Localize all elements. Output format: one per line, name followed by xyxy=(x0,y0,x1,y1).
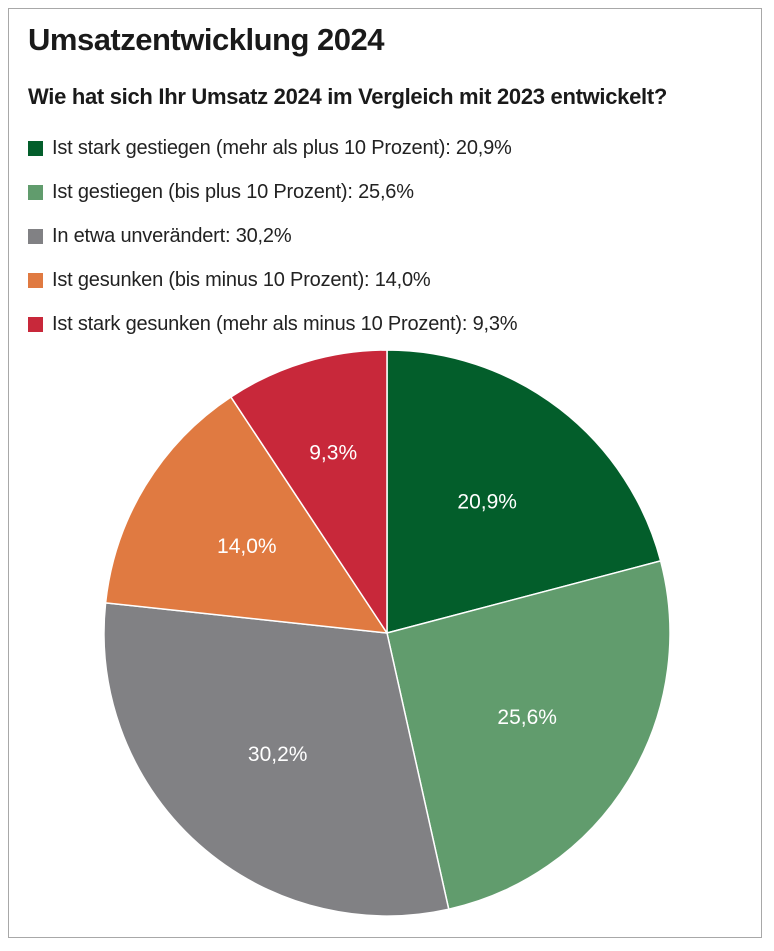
legend-swatch xyxy=(28,184,43,200)
chart-subtitle: Wie hat sich Ihr Umsatz 2024 im Vergleic… xyxy=(28,84,668,109)
legend-label: Ist gestiegen (bis plus 10 Prozent): 25,… xyxy=(52,180,414,203)
legend-item-gesunken: Ist gesunken (bis minus 10 Prozent): 14,… xyxy=(28,258,517,302)
legend-label: Ist gesunken (bis minus 10 Prozent): 14,… xyxy=(52,268,431,291)
legend-item-gestiegen: Ist gestiegen (bis plus 10 Prozent): 25,… xyxy=(28,170,517,214)
legend-label: In etwa unverändert: 30,2% xyxy=(52,224,292,247)
legend-label: Ist stark gestiegen (mehr als plus 10 Pr… xyxy=(52,136,512,159)
legend-item-stark-gesunken: Ist stark gesunken (mehr als minus 10 Pr… xyxy=(28,302,518,346)
chart-legend: Ist stark gestiegen (mehr als plus 10 Pr… xyxy=(28,126,518,346)
legend-item-stark-gestiegen: Ist stark gestiegen (mehr als plus 10 Pr… xyxy=(28,126,517,170)
legend-swatch xyxy=(28,228,43,244)
legend-item-unveraendert: In etwa unverändert: 30,2% xyxy=(28,214,517,258)
chart-title: Umsatzentwicklung 2024 xyxy=(28,22,384,57)
legend-label: Ist stark gesunken (mehr als minus 10 Pr… xyxy=(52,312,518,335)
legend-swatch xyxy=(28,272,43,288)
legend-swatch xyxy=(28,140,43,156)
legend-swatch xyxy=(28,316,43,332)
